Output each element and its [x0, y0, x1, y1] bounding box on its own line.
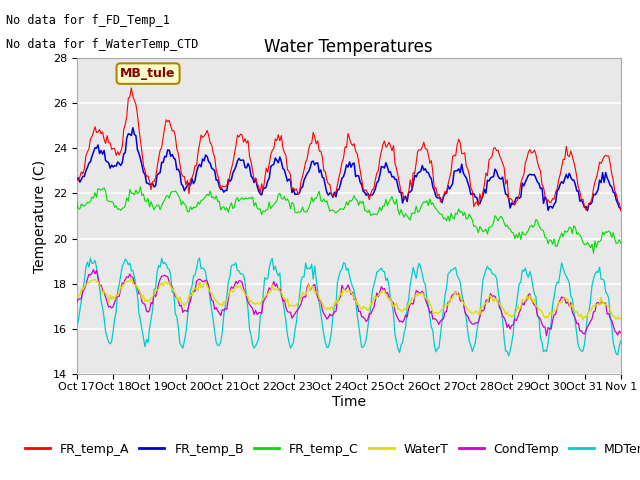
Title: Water Temperatures: Water Temperatures: [264, 38, 433, 56]
Legend: FR_temp_A, FR_temp_B, FR_temp_C, WaterT, CondTemp, MDTemp_A: FR_temp_A, FR_temp_B, FR_temp_C, WaterT,…: [20, 438, 640, 461]
X-axis label: Time: Time: [332, 395, 366, 409]
Text: No data for f_WaterTemp_CTD: No data for f_WaterTemp_CTD: [6, 38, 199, 51]
Text: MB_tule: MB_tule: [120, 67, 176, 80]
Y-axis label: Temperature (C): Temperature (C): [33, 159, 47, 273]
Text: No data for f_FD_Temp_1: No data for f_FD_Temp_1: [6, 14, 170, 27]
